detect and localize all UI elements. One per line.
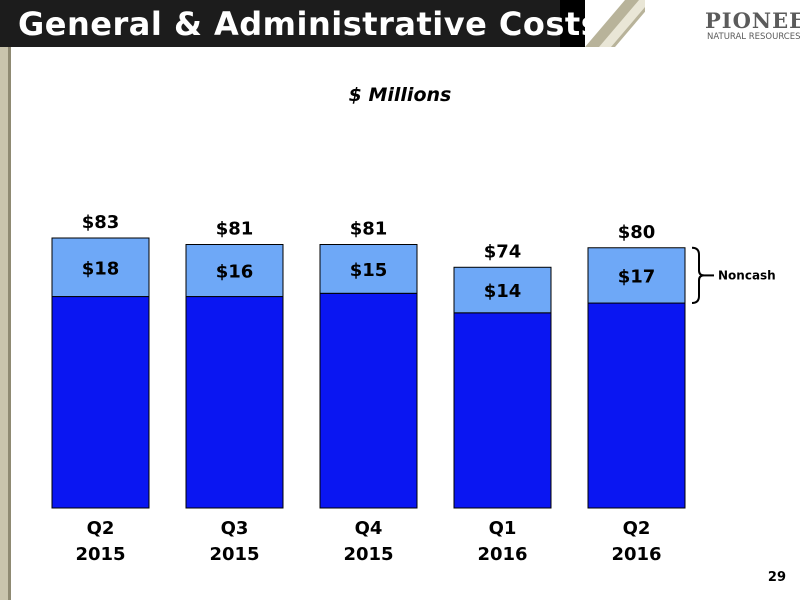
page-title: General & Administrative Costs <box>18 5 601 43</box>
bar-noncash <box>51 237 150 298</box>
x-tick-label-year: 2016 <box>611 544 661 565</box>
total-value-label: $83 <box>82 212 120 233</box>
bracket-icon <box>691 246 705 305</box>
logo-text: PIONEER <box>705 8 800 33</box>
x-tick-label-quarter: Q4 <box>355 518 383 539</box>
total-value-label: $81 <box>350 219 388 240</box>
x-tick-label-year: 2015 <box>75 544 125 565</box>
x-tick-label-quarter: Q2 <box>87 518 115 539</box>
bar-noncash <box>319 244 418 294</box>
bar-cash <box>587 302 686 509</box>
x-tick-label-year: 2015 <box>209 544 259 565</box>
x-tick-label-quarter: Q2 <box>623 518 651 539</box>
bar-cash <box>319 292 418 509</box>
bar-noncash <box>587 247 686 304</box>
side-stripe <box>0 47 8 600</box>
noncash-value-label: $18 <box>82 258 120 279</box>
noncash-value-label: $16 <box>216 262 254 283</box>
total-value-label: $80 <box>618 222 656 243</box>
logo-panel <box>585 0 800 47</box>
logo-subtext: NATURAL RESOURCES <box>707 32 800 42</box>
total-value-label: $81 <box>216 219 254 240</box>
total-value-label: $74 <box>484 241 522 262</box>
logo-mark-icon <box>585 0 800 47</box>
side-stripe-inner <box>8 47 11 600</box>
bar-noncash <box>185 244 284 298</box>
title-box: General & Administrative Costs <box>0 0 600 47</box>
page-number: 29 <box>767 570 786 585</box>
noncash-value-label: $14 <box>484 281 522 302</box>
x-tick-label-year: 2015 <box>343 544 393 565</box>
bar-cash <box>185 296 284 509</box>
x-tick-label-year: 2016 <box>477 544 527 565</box>
chart-subtitle: $ Millions <box>348 84 452 106</box>
bar-cash <box>453 312 552 509</box>
noncash-annotation: Noncash <box>718 268 776 282</box>
x-tick-label-quarter: Q1 <box>489 518 517 539</box>
bar-cash <box>51 296 150 509</box>
noncash-value-label: $15 <box>350 260 388 281</box>
noncash-value-label: $17 <box>618 266 656 287</box>
bar-noncash <box>453 266 552 314</box>
x-tick-label-quarter: Q3 <box>221 518 249 539</box>
